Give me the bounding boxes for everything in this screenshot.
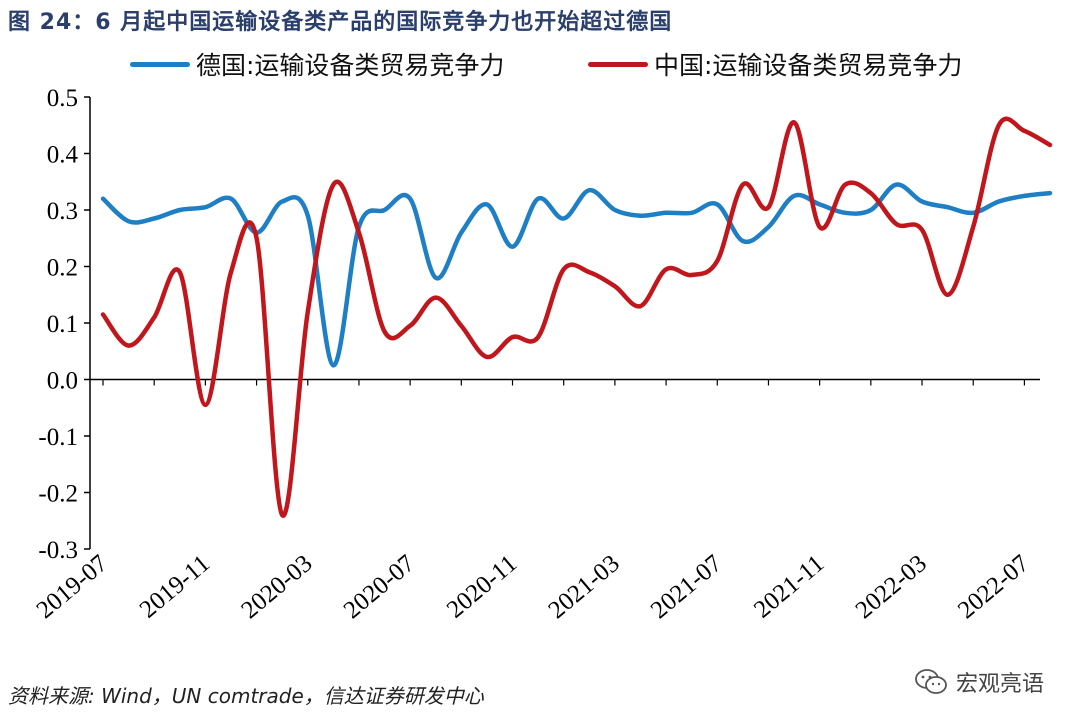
x-tick-label: 2021-11 (749, 550, 829, 624)
x-tick-label: 2022-07 (953, 550, 1034, 624)
watermark-text: 宏观亮语 (955, 672, 1044, 697)
legend-label-china: 中国:运输设备类贸易竞争力 (654, 51, 963, 80)
x-tick-label: 2021-07 (646, 550, 727, 624)
watermark: 宏观亮语 (914, 666, 1044, 698)
y-tick-label: 0.3 (47, 198, 78, 225)
y-tick-label: -0.2 (38, 481, 78, 508)
series-line-china (100, 116, 1053, 518)
y-tick-label: 0.4 (47, 142, 79, 169)
source-note: 资料来源: Wind，UN comtrade，信达证券研发中心 (8, 684, 484, 708)
x-tick-label: 2019-11 (135, 550, 215, 624)
x-tick-label: 2022-03 (851, 550, 932, 624)
y-tick-label: 0.2 (47, 255, 78, 282)
legend-label-germany: 德国:运输设备类贸易竞争力 (196, 51, 505, 80)
x-tick-label: 2020-11 (442, 550, 522, 624)
legend-swatch-germany (130, 61, 190, 67)
x-tick-label: 2020-03 (236, 550, 317, 624)
y-tick-label: 0.5 (47, 85, 78, 112)
chart-title: 图 24：6 月起中国运输设备类产品的国际竞争力也开始超过德国 (8, 10, 673, 35)
x-tick-label: 2021-03 (544, 550, 625, 624)
legend-item-germany: 德国:运输设备类贸易竞争力 (130, 46, 504, 82)
series-line-germany (100, 182, 1053, 368)
wechat-icon (915, 669, 947, 694)
legend-item-china: 中国:运输设备类贸易竞争力 (588, 46, 962, 82)
legend-swatch-china (588, 61, 648, 67)
y-tick-label: -0.3 (38, 537, 78, 564)
legend: 德国:运输设备类贸易竞争力 中国:运输设备类贸易竞争力 (0, 46, 1080, 82)
x-tick-label: 2020-07 (339, 550, 420, 624)
y-tick-label: 0.0 (47, 368, 78, 395)
y-tick-label: 0.1 (47, 311, 78, 338)
y-tick-label: -0.1 (38, 424, 78, 451)
